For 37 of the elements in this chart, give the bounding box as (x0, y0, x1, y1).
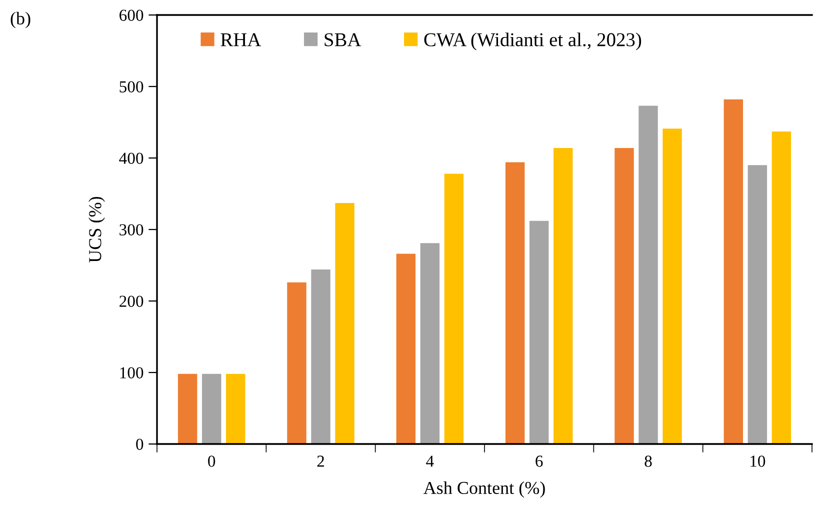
bar (287, 282, 306, 444)
y-tick-label: 600 (120, 10, 144, 21)
y-tick-label: 400 (119, 152, 144, 164)
x-tick-label: 10 (750, 456, 766, 467)
bar (724, 99, 744, 444)
legend-label: RHA (220, 33, 262, 46)
x-tick-label: 4 (426, 456, 434, 467)
bar (444, 174, 464, 444)
y-tick-label: 500 (120, 81, 144, 92)
y-tick-label: 0 (136, 438, 144, 450)
y-axis-title: UCS (%) (88, 196, 105, 262)
bar (396, 254, 416, 444)
y-tick-label: 300 (120, 224, 144, 236)
x-tick-label: 0 (208, 456, 216, 467)
bar (226, 374, 246, 444)
bar (420, 243, 440, 444)
bar (505, 162, 525, 444)
bar (772, 132, 792, 444)
bar (638, 106, 658, 444)
bar (614, 148, 634, 444)
legend-label: CWA (Widianti et al., 2023) (424, 32, 642, 50)
x-axis-title: Ash Content (%) (424, 481, 545, 498)
y-tick-label: 200 (120, 296, 144, 307)
x-tick-label: 8 (644, 456, 652, 467)
bar (553, 148, 573, 444)
bar (662, 128, 682, 444)
bar (311, 270, 330, 444)
bar (748, 165, 768, 444)
bar (178, 374, 198, 444)
text: (b) (10, 12, 30, 28)
legend-label: SBA (324, 33, 362, 46)
bar (202, 374, 222, 444)
x-tick-label: 6 (536, 456, 543, 467)
bar (335, 203, 354, 444)
x-tick-label: 2 (317, 456, 324, 467)
bar (529, 220, 549, 444)
y-tick-label: 100 (120, 367, 144, 378)
